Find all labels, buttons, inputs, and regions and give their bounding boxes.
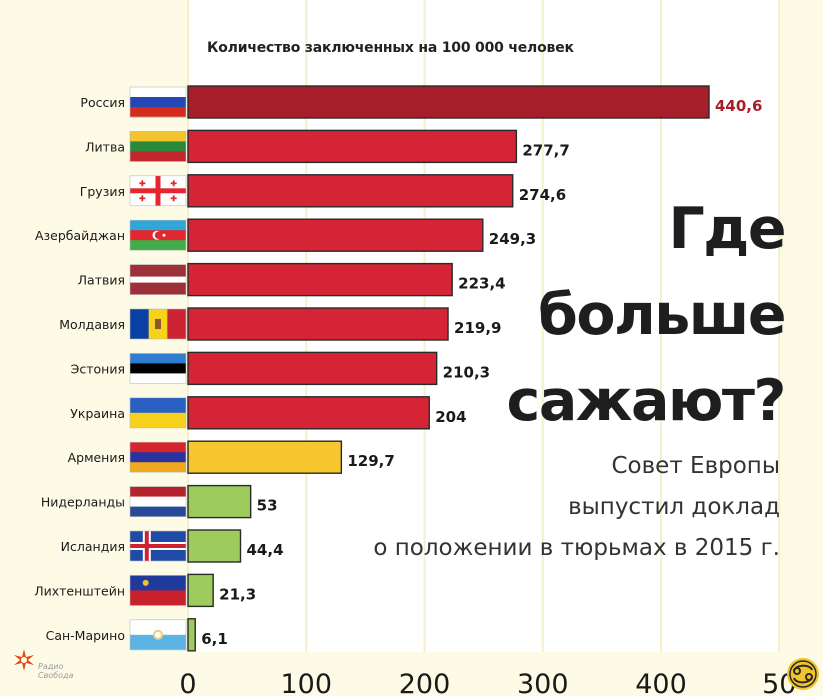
x-tick-label: 0: [179, 669, 196, 696]
flag-icon: [129, 397, 187, 429]
flag-icon: [129, 530, 187, 562]
flag-icon: [129, 441, 187, 473]
subheadline-line: Совет Европы: [611, 453, 780, 479]
bar: [187, 396, 430, 430]
category-label: Грузия: [80, 184, 125, 199]
bar: [187, 174, 514, 208]
category-label: Литва: [85, 139, 125, 154]
flag-icon: [129, 619, 187, 651]
headline-line: сажают?: [506, 368, 787, 434]
flag-icon: [129, 131, 187, 162]
category-label: Россия: [80, 95, 125, 110]
value-label: 249,3: [489, 230, 536, 248]
subheadline-line: о положении в тюрьмах в 2015 г.: [373, 535, 780, 561]
category-label: Лихтенштейн: [34, 583, 125, 598]
category-label: Сан-Марино: [46, 628, 125, 643]
x-tick-label: 100: [280, 669, 332, 696]
bar: [187, 85, 710, 119]
logo-text: Радио Свобода: [38, 662, 73, 680]
radio-svoboda-logo: Радио Свобода: [12, 648, 92, 688]
radio-svoboda-logo-icon: [14, 649, 34, 671]
category-label: Нидерланды: [41, 495, 125, 510]
bar: [187, 129, 518, 164]
value-label: 219,9: [454, 319, 501, 337]
headline-line: Где: [668, 196, 786, 262]
bar: [187, 440, 343, 474]
value-label: 204: [435, 408, 466, 426]
value-label: 44,4: [247, 541, 284, 559]
bar: [187, 618, 196, 652]
chart-title: Количество заключенных на 100 000 челове…: [207, 40, 574, 56]
x-tick-label: 300: [517, 669, 569, 696]
flag-icon: [129, 264, 187, 295]
value-label: 21,3: [219, 585, 256, 603]
flag-icon: [129, 308, 187, 340]
category-label: Молдавия: [59, 317, 125, 332]
category-label: Исландия: [61, 539, 125, 554]
value-label: 223,4: [458, 275, 505, 293]
category-label: Украина: [70, 406, 125, 421]
subheadline-line: выпустил доклад: [568, 494, 780, 520]
x-tick-label: 400: [635, 669, 687, 696]
cancer-zodiac-icon: [787, 658, 819, 690]
bar: [187, 573, 214, 608]
bar: [187, 218, 484, 252]
value-label: 129,7: [347, 452, 394, 470]
logo-line: Свобода: [38, 671, 74, 680]
bar: [187, 307, 449, 341]
logo-line: Радио: [38, 662, 64, 671]
value-label: 6,1: [201, 630, 228, 648]
flag-icon: [129, 353, 187, 384]
value-label: 440,6: [715, 97, 762, 115]
subheadline: Совет Европы выпустил доклад о положении…: [300, 446, 780, 569]
category-label: Эстония: [71, 361, 125, 376]
flag-icon: [129, 486, 187, 517]
value-label: 274,6: [519, 186, 566, 204]
flag-icon: [129, 219, 187, 251]
headline: Где больше сажают?: [490, 186, 787, 444]
x-tick-label: 200: [399, 669, 451, 696]
value-label: 53: [257, 497, 278, 515]
value-label: 210,3: [443, 363, 490, 381]
value-label: 277,7: [522, 141, 569, 159]
category-label: Азербайджан: [35, 228, 125, 243]
bar: [187, 351, 438, 386]
flag-icon: [129, 175, 187, 207]
bar: [187, 484, 252, 519]
category-label: Армения: [68, 450, 125, 465]
bar: [187, 529, 242, 563]
flag-icon: [129, 86, 187, 118]
flag-icon: [129, 575, 187, 606]
headline-line: больше: [538, 282, 786, 348]
category-label: Латвия: [78, 273, 125, 288]
bar: [187, 262, 453, 297]
